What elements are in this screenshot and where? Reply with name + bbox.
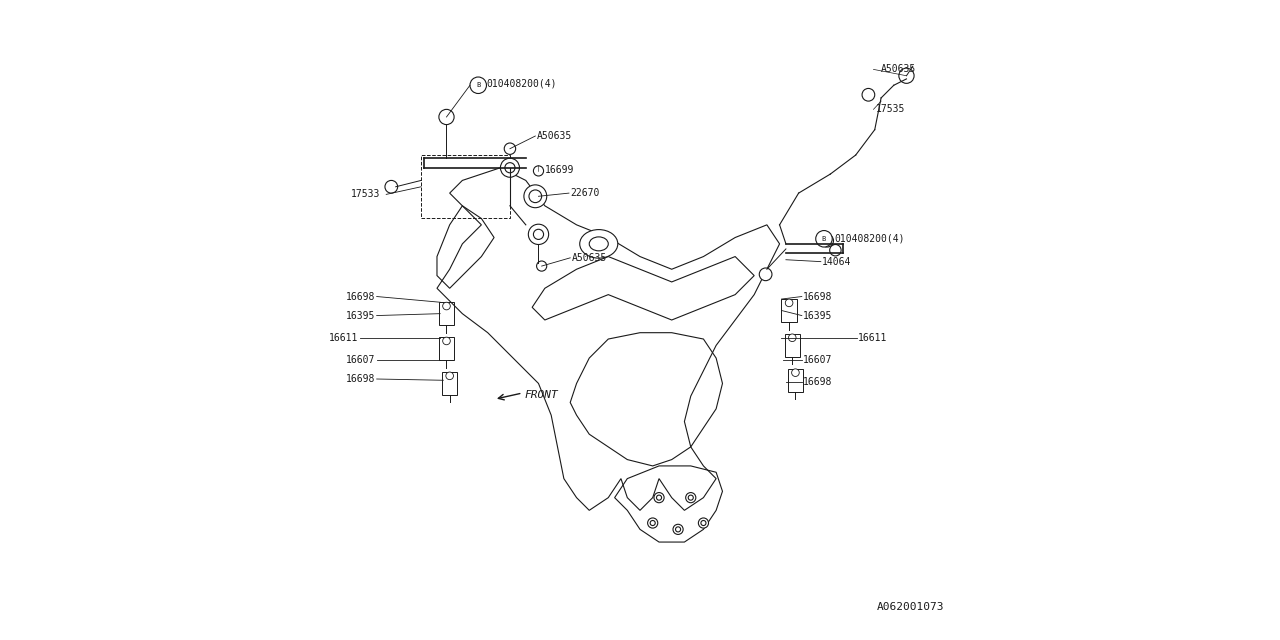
Circle shape: [534, 229, 544, 239]
Circle shape: [673, 524, 684, 534]
Circle shape: [657, 495, 662, 500]
Text: 16698: 16698: [346, 374, 375, 384]
Text: 010408200(4): 010408200(4): [486, 79, 557, 89]
Bar: [439, 337, 454, 360]
Text: 22670: 22670: [570, 188, 599, 198]
Circle shape: [829, 244, 841, 256]
Circle shape: [676, 527, 681, 532]
Circle shape: [524, 185, 547, 208]
Text: 16698: 16698: [346, 292, 375, 301]
Text: 16611: 16611: [329, 333, 358, 343]
Text: 17533: 17533: [351, 189, 380, 200]
Text: 16395: 16395: [346, 310, 375, 321]
Text: B: B: [822, 236, 826, 242]
Circle shape: [534, 166, 544, 176]
Ellipse shape: [580, 230, 618, 258]
Circle shape: [648, 518, 658, 528]
Circle shape: [504, 163, 515, 173]
Bar: [785, 334, 800, 356]
Text: 14064: 14064: [822, 257, 851, 267]
Text: 16611: 16611: [859, 333, 887, 343]
Circle shape: [650, 520, 655, 525]
Circle shape: [699, 518, 709, 528]
Circle shape: [443, 302, 451, 310]
Text: 010408200(4): 010408200(4): [835, 234, 905, 244]
Text: A50635: A50635: [571, 253, 607, 263]
Text: 16607: 16607: [803, 355, 832, 365]
Bar: [787, 369, 803, 392]
Circle shape: [786, 299, 792, 307]
Bar: [782, 299, 796, 322]
Circle shape: [686, 493, 696, 503]
Circle shape: [445, 372, 453, 380]
Text: 16698: 16698: [803, 292, 832, 301]
Text: 17535: 17535: [876, 104, 905, 115]
Text: 16607: 16607: [346, 355, 375, 365]
Circle shape: [529, 190, 541, 203]
Text: A50635: A50635: [536, 131, 572, 141]
Text: A062001073: A062001073: [877, 602, 945, 612]
Circle shape: [788, 334, 796, 342]
Circle shape: [654, 493, 664, 503]
Circle shape: [529, 224, 549, 244]
Circle shape: [899, 68, 914, 83]
Circle shape: [791, 369, 799, 376]
Circle shape: [701, 520, 707, 525]
Circle shape: [536, 261, 547, 271]
Text: FRONT: FRONT: [525, 390, 558, 400]
Circle shape: [689, 495, 694, 500]
Circle shape: [815, 230, 832, 247]
Circle shape: [443, 337, 451, 345]
Bar: [442, 372, 457, 395]
Text: A50635: A50635: [881, 65, 916, 74]
Text: B: B: [476, 83, 480, 88]
Circle shape: [470, 77, 486, 93]
Ellipse shape: [589, 237, 608, 251]
Circle shape: [385, 180, 398, 193]
Bar: [439, 302, 454, 325]
Text: 16395: 16395: [803, 310, 832, 321]
Circle shape: [820, 234, 833, 247]
Text: 16699: 16699: [545, 164, 575, 175]
Circle shape: [504, 143, 516, 154]
Circle shape: [500, 158, 520, 177]
Circle shape: [439, 109, 454, 125]
Circle shape: [861, 88, 874, 101]
Circle shape: [759, 268, 772, 281]
Text: 16698: 16698: [803, 377, 832, 387]
